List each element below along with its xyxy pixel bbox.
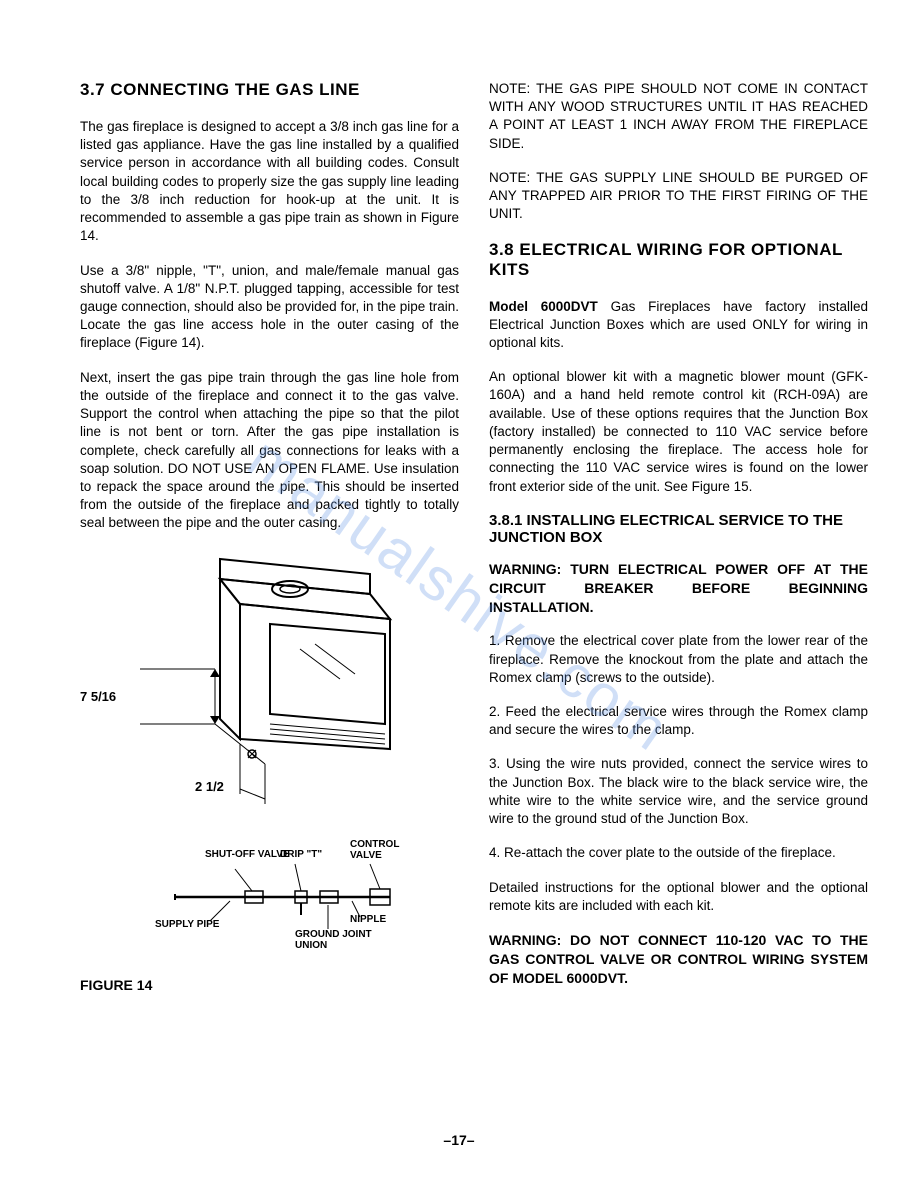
para-3-8-1: Model 6000DVT Gas Fireplaces have factor… [489, 298, 868, 353]
dimension-7-5-16: 7 5/16 [80, 689, 116, 704]
section-3-7-heading: 3.7 CONNECTING THE GAS LINE [80, 80, 459, 100]
supply-pipe-label: SUPPLY PIPE [155, 919, 219, 930]
warning-1-label: WARNING: [489, 561, 561, 577]
warning-do-not-connect: WARNING: DO NOT CONNECT 110-120 VAC TO T… [489, 931, 868, 988]
figure-14-container: 7 5/16 2 1/2 [80, 549, 459, 993]
nipple-label: NIPPLE [350, 914, 386, 925]
para-detail: Detailed instructions for the optional b… [489, 879, 868, 915]
step-2: 2. Feed the electrical service wires thr… [489, 703, 868, 739]
step-3: 3. Using the wire nuts provided, connect… [489, 755, 868, 828]
step-4: 4. Re-attach the cover plate to the outs… [489, 844, 868, 862]
fireplace-icon [140, 549, 430, 809]
warning-2-label: WARNING: [489, 932, 561, 948]
section-3-8-heading: 3.8 ELECTRICAL WIRING FOR OPTIONAL KITS [489, 240, 868, 280]
para-3-7-1: The gas fireplace is designed to accept … [80, 118, 459, 246]
right-column: NOTE: THE GAS PIPE SHOULD NOT COME IN CO… [489, 80, 868, 1013]
page-content: 3.7 CONNECTING THE GAS LINE The gas fire… [80, 80, 868, 1013]
control-valve-label: CONTROL VALVE [350, 839, 410, 861]
para-3-7-3: Next, insert the gas pipe train through … [80, 369, 459, 533]
note-gas-supply-purge: NOTE: THE GAS SUPPLY LINE SHOULD BE PURG… [489, 169, 868, 224]
step-1: 1. Remove the electrical cover plate fro… [489, 632, 868, 687]
para-3-7-2: Use a 3/8" nipple, "T", union, and male/… [80, 262, 459, 353]
drip-t-label: DRIP "T" [280, 849, 322, 860]
section-3-8-1-heading: 3.8.1 INSTALLING ELECTRICAL SERVICE TO T… [489, 512, 868, 546]
shutoff-valve-label: SHUT-OFF VALVE [205, 849, 290, 860]
pipe-train-icon [80, 849, 440, 959]
note-gas-pipe-contact: NOTE: THE GAS PIPE SHOULD NOT COME IN CO… [489, 80, 868, 153]
ground-joint-label: GROUND JOINT UNION [295, 929, 375, 951]
warning-power-off: WARNING: TURN ELECTRICAL POWER OFF AT TH… [489, 560, 868, 617]
para-3-8-2: An optional blower kit with a magnetic b… [489, 368, 868, 496]
pipe-train-diagram: SHUT-OFF VALVE DRIP "T" CONTROL VALVE SU… [80, 849, 459, 969]
fireplace-diagram: 7 5/16 2 1/2 [80, 549, 459, 829]
page-number: –17– [443, 1132, 474, 1148]
model-6000dvt-label: Model 6000DVT [489, 299, 598, 314]
left-column: 3.7 CONNECTING THE GAS LINE The gas fire… [80, 80, 459, 1013]
figure-14-caption: FIGURE 14 [80, 977, 459, 993]
